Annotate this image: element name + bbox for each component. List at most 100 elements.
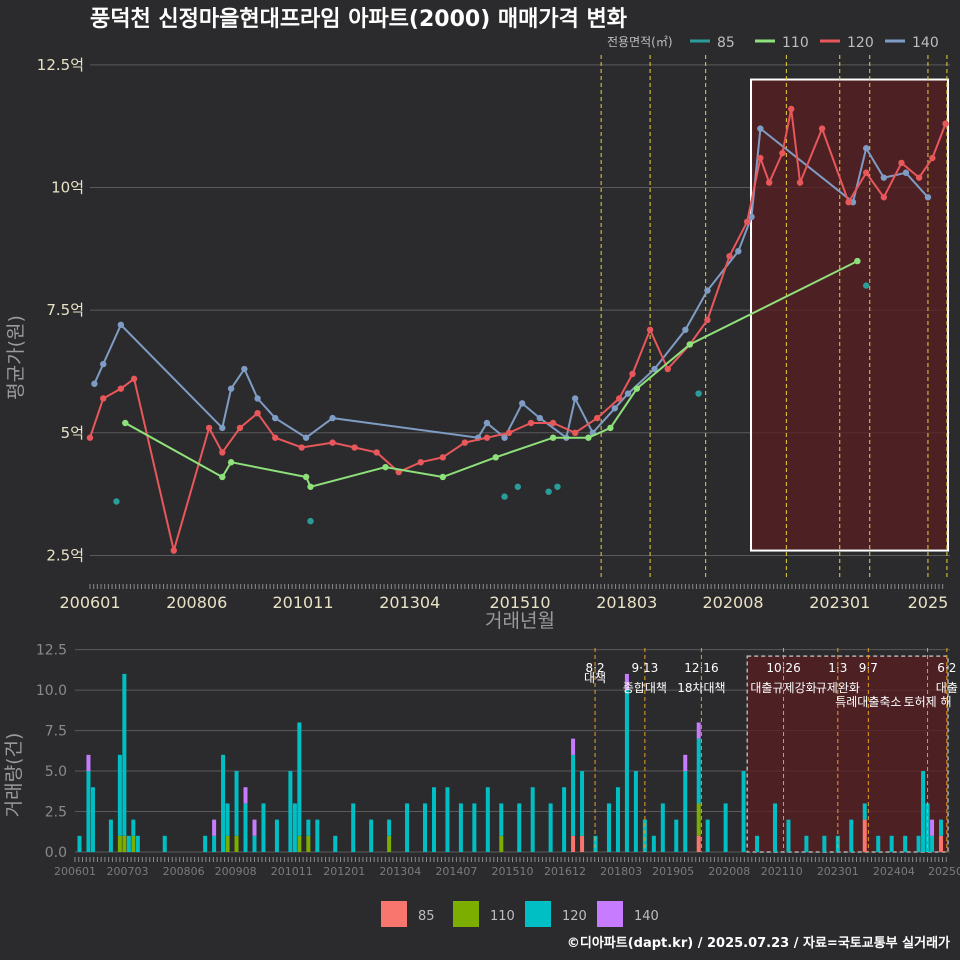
price-point-120: [417, 459, 424, 466]
volume-bar-120: [122, 673, 127, 836]
price-point-120: [549, 419, 557, 427]
volume-bar-120: [126, 835, 131, 852]
volume-bar-110: [117, 835, 122, 852]
volume-x-tick-label: 200601: [54, 865, 96, 878]
volume-bar-140: [243, 787, 248, 804]
volume-bar-120: [306, 819, 311, 836]
policy-name-label: 특례대출축소: [835, 695, 901, 709]
price-x-tick-label: 201803: [596, 593, 657, 612]
volume-bar-120: [499, 803, 504, 836]
price-x-tick-label: 202301: [809, 593, 870, 612]
volume-bar-120: [615, 787, 620, 852]
volume-bar-120: [571, 754, 576, 836]
price-point-110: [854, 257, 861, 265]
price-point-110: [382, 463, 389, 471]
price-point-120: [704, 316, 711, 324]
price-point-120: [236, 424, 244, 432]
volume-bar-120: [683, 771, 688, 852]
volume-bar-120: [822, 835, 827, 852]
price-point-140: [611, 405, 619, 412]
bottom-legend-key-110: [453, 901, 479, 927]
policy-date-label: 1·3: [828, 661, 847, 675]
price-point-140: [272, 414, 279, 422]
bottom-legend: 85 110 120 140: [381, 901, 659, 927]
volume-bar-120: [405, 803, 410, 852]
volume-bar-110: [297, 835, 302, 852]
price-point-120: [351, 444, 358, 451]
volume-x-tick-label: 201510: [492, 865, 534, 878]
price-point-85: [863, 282, 870, 289]
volume-bar-120: [261, 803, 266, 852]
volume-bar-85: [571, 835, 576, 852]
price-point-85: [554, 483, 561, 490]
price-point-140: [704, 287, 711, 294]
volume-bar-120: [90, 787, 95, 852]
price-x-tick-label: 200806: [166, 593, 227, 612]
volume-bar-120: [292, 803, 297, 852]
volume-bar-120: [77, 835, 82, 852]
volume-bar-120: [660, 803, 665, 852]
volume-bar-120: [773, 803, 777, 852]
price-point-120: [942, 120, 949, 127]
price-point-120: [373, 449, 380, 456]
price-point-120: [571, 429, 579, 437]
price-highlight-region: [750, 78, 949, 552]
price-point-140: [849, 198, 857, 206]
price-point-140: [329, 414, 336, 422]
price-point-110: [633, 385, 641, 392]
volume-bar-120: [862, 803, 867, 820]
price-point-120: [439, 454, 447, 461]
volume-bar-120: [423, 803, 427, 852]
volume-bar-120: [472, 803, 477, 852]
bottom-legend-label-120: 120: [562, 909, 587, 924]
volume-x-tick-label: 202301: [817, 865, 859, 878]
volume-x-tick-label: 20250: [928, 865, 960, 878]
volume-bar-120: [562, 787, 567, 852]
price-point-110: [607, 424, 614, 432]
volume-bar-120: [876, 835, 881, 852]
price-point-140: [241, 365, 248, 373]
price-point-120: [505, 429, 513, 437]
volume-bar-120: [624, 690, 629, 852]
volume-y-tick-label: 12.5: [36, 643, 67, 659]
volume-bar-120: [212, 835, 217, 852]
top-legend-title: 전용면적(㎡): [607, 35, 673, 49]
price-point-140: [536, 414, 544, 422]
price-y-tick-label: 5억: [61, 424, 84, 442]
price-point-120: [743, 218, 751, 226]
volume-y-tick-label: 5.0: [45, 764, 67, 780]
volume-bar-120: [225, 803, 230, 836]
volume-bar-120: [234, 771, 239, 836]
policy-name-label: 규제완화: [816, 681, 860, 695]
volume-bar-120: [333, 835, 338, 852]
top-legend-label-85: 85: [717, 35, 735, 51]
volume-bar-120: [369, 819, 374, 852]
volume-x-tick-label: 200908: [215, 865, 257, 878]
volume-bar-120: [387, 819, 392, 836]
price-point-110: [492, 454, 499, 461]
volume-bar-120: [162, 835, 167, 852]
volume-y-tick-label: 7.5: [45, 724, 67, 740]
volume-x-tick-label: 201612: [544, 865, 586, 878]
volume-bar-110: [122, 835, 127, 852]
top-legend-label-140: 140: [912, 35, 939, 51]
price-x-tick-label: 2025: [908, 593, 949, 612]
volume-bar-120: [849, 819, 854, 852]
volume-y-axis-label: 거래량(건): [3, 733, 25, 818]
price-y-tick-label: 12.5억: [37, 56, 84, 74]
price-point-140: [117, 321, 125, 329]
volume-bar-140: [624, 673, 629, 691]
volume-bar-120: [458, 803, 463, 852]
price-point-120: [818, 125, 826, 132]
volume-y-tick-label: 0.0: [45, 845, 67, 861]
price-point-120: [646, 326, 654, 333]
volume-bar-85: [580, 835, 585, 852]
bottom-legend-key-120: [525, 901, 551, 927]
volume-bar-120: [135, 835, 140, 852]
volume-x-tick-label: 202008: [708, 865, 750, 878]
volume-bar-110: [696, 803, 701, 836]
price-x-tick-label: 201304: [379, 593, 440, 612]
price-point-110: [439, 473, 447, 481]
price-point-120: [898, 159, 905, 167]
